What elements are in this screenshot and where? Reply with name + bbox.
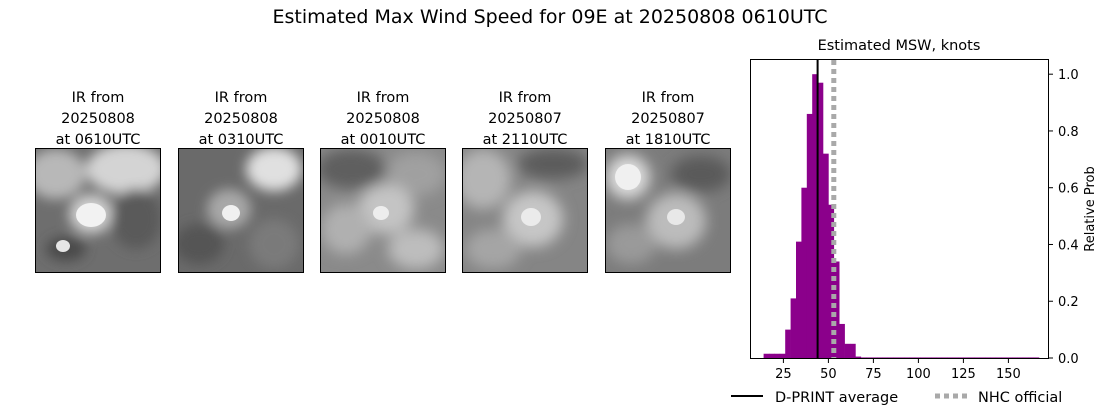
- x-tick-label: 75: [865, 367, 882, 382]
- histogram-bar: [871, 357, 878, 358]
- x-tick-label: 125: [951, 367, 976, 382]
- histogram-bar: [904, 357, 910, 358]
- histogram-bar: [785, 329, 791, 358]
- y-axis-label: Relative Prob: [1083, 166, 1098, 251]
- legend-label-dprint: D-PRINT average: [775, 390, 898, 406]
- ir-satellite-image: [462, 148, 588, 273]
- histogram-bar: [790, 298, 797, 358]
- ir-panel: IR from 20250808 at 0610UTC: [35, 88, 161, 273]
- figure-suptitle: Estimated Max Wind Speed for 09E at 2025…: [272, 6, 828, 28]
- ir-panel-title: IR from 20250807 at 1810UTC: [625, 90, 711, 148]
- histogram-bar: [947, 357, 953, 358]
- histogram-bar: [823, 153, 829, 358]
- histogram-bar: [1012, 357, 1018, 358]
- histogram-bar: [774, 353, 781, 358]
- histogram-bar: [1017, 357, 1024, 358]
- histogram-bar: [850, 343, 856, 358]
- histogram-bar: [828, 204, 835, 358]
- histogram-bar: [855, 356, 862, 358]
- histogram-bar: [839, 323, 845, 358]
- histogram-bar: [952, 357, 959, 358]
- histogram-bar: [898, 357, 905, 358]
- y-tick-label: 0.6: [1058, 182, 1079, 197]
- histogram-bar: [812, 74, 818, 358]
- x-tick-label: 100: [906, 367, 931, 382]
- histogram-bar: [833, 261, 840, 358]
- histogram-bar: [925, 357, 932, 358]
- y-tick-label: 0.2: [1058, 295, 1079, 310]
- histogram-bar: [974, 357, 980, 358]
- ir-panel-title: IR from 20250808 at 0010UTC: [340, 90, 426, 148]
- histogram-bar: [882, 357, 889, 358]
- histogram-bar: [796, 241, 802, 358]
- y-tick-label: 1.0: [1058, 68, 1079, 83]
- legend-label-nhc: NHC official: [978, 390, 1062, 406]
- histogram-bar: [909, 357, 916, 358]
- histogram-bar: [866, 357, 872, 358]
- histogram-bar: [941, 357, 948, 358]
- histogram-bar: [893, 357, 899, 358]
- histogram-bar: [801, 187, 808, 358]
- x-tick-label: 25: [775, 367, 792, 382]
- ir-satellite-image: [320, 148, 446, 273]
- histogram-bar: [990, 357, 997, 358]
- ir-panel: IR from 20250808 at 0310UTC: [178, 88, 304, 273]
- histogram-bar: [958, 357, 964, 358]
- histogram-bar: [1022, 357, 1029, 358]
- histogram-bar: [914, 357, 921, 358]
- histogram-bar: [806, 113, 813, 358]
- histogram-bar: [1006, 357, 1013, 358]
- histogram-bar: [844, 343, 851, 358]
- histogram-bar: [860, 357, 867, 358]
- chart-title: Estimated MSW, knots: [818, 38, 981, 54]
- histogram-bar: [779, 353, 786, 358]
- histogram-bar: [979, 357, 986, 358]
- histogram-bar: [920, 357, 926, 358]
- histogram-bar: [877, 357, 883, 358]
- ir-panel-title: IR from 20250808 at 0310UTC: [198, 90, 284, 148]
- plot-frame: [750, 59, 1049, 359]
- ir-satellite-image: [605, 148, 731, 273]
- ir-panel: IR from 20250807 at 1810UTC: [605, 88, 731, 273]
- ir-satellite-image: [178, 148, 304, 273]
- ir-panel: IR from 20250807 at 2110UTC: [462, 88, 588, 273]
- y-tick-label: 0.0: [1058, 352, 1079, 367]
- y-tick-label: 0.4: [1058, 238, 1079, 253]
- histogram-bar: [817, 82, 824, 358]
- ir-panel-title: IR from 20250808 at 0610UTC: [55, 90, 141, 148]
- histogram-bar: [1001, 357, 1007, 358]
- ir-satellite-image: [35, 148, 161, 273]
- histogram-bar: [936, 357, 943, 358]
- x-tick-label: 50: [820, 367, 837, 382]
- histogram-bar: [963, 357, 970, 358]
- x-tick-label: 150: [996, 367, 1021, 382]
- ir-panel: IR from 20250808 at 0010UTC: [320, 88, 446, 273]
- histogram-bar: [887, 357, 894, 358]
- histogram-bar: [1033, 357, 1040, 358]
- histogram-bar: [763, 353, 770, 358]
- histogram-bar: [931, 357, 937, 358]
- histogram-bar: [968, 357, 975, 358]
- y-tick-label: 0.8: [1058, 125, 1079, 140]
- histogram-bar: [769, 353, 775, 358]
- histogram-bar: [1028, 357, 1034, 358]
- ir-panel-title: IR from 20250807 at 2110UTC: [482, 90, 568, 148]
- histogram-bar: [995, 357, 1002, 358]
- histogram-bar: [985, 357, 991, 358]
